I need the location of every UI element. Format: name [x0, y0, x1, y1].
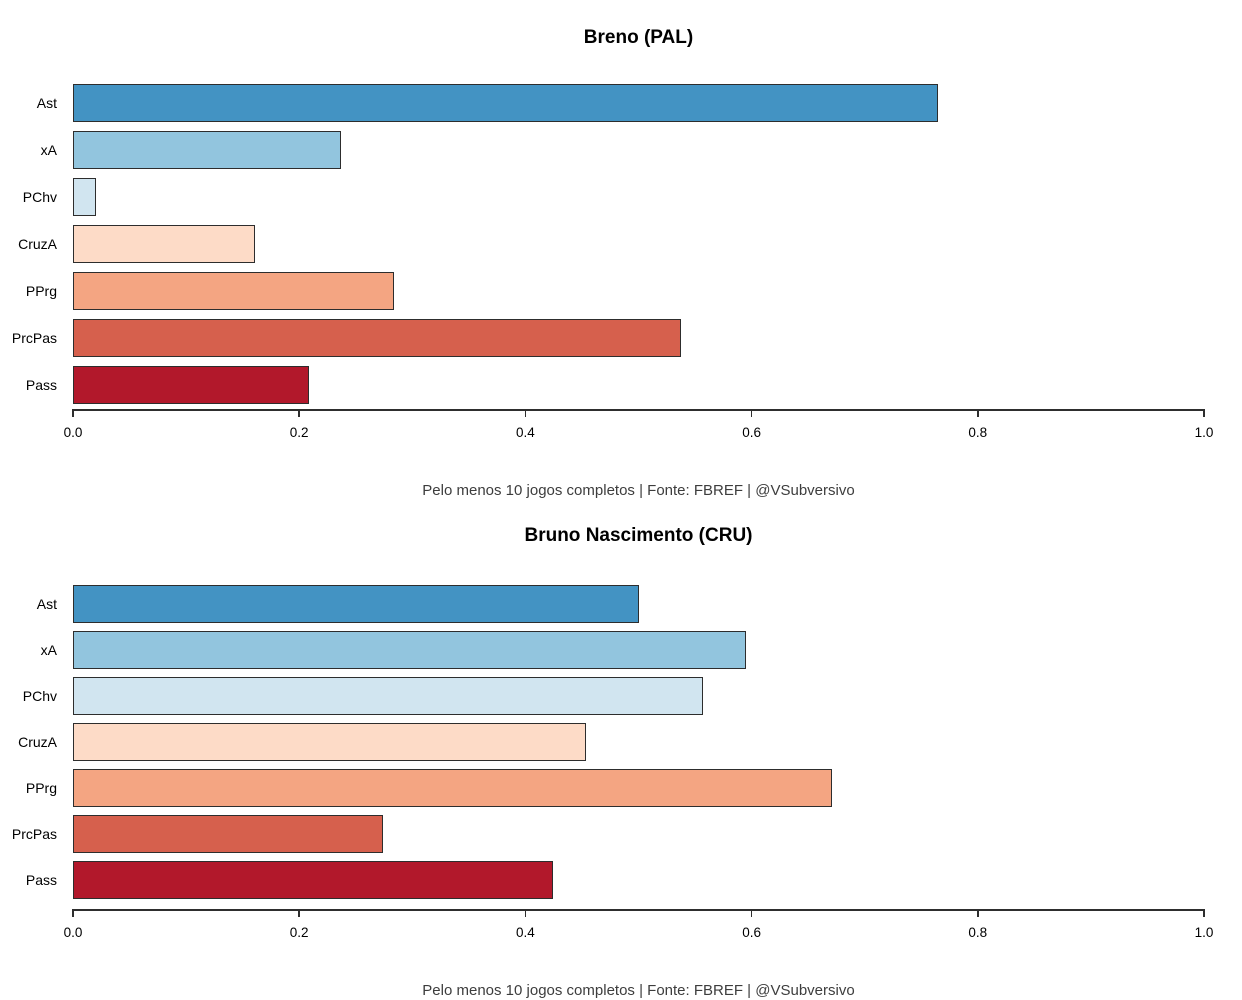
category-label-pprg: PPrg — [25, 283, 57, 299]
x-axis-line — [73, 909, 1205, 911]
bar-pchv — [73, 677, 703, 715]
category-label-prcpas: PrcPas — [11, 330, 57, 346]
bar-pprg — [73, 769, 832, 807]
x-axis-tick — [524, 409, 527, 417]
chart-subtitle: Pelo menos 10 jogos completos | Fonte: F… — [422, 482, 855, 499]
bar-prcpas — [73, 319, 681, 357]
bar-ast — [73, 84, 938, 122]
x-axis-tick-label: 0.8 — [968, 425, 988, 440]
x-axis-tick-label: 0.4 — [516, 425, 535, 440]
bar-pprg — [73, 272, 394, 310]
x-axis-tick — [750, 409, 753, 417]
category-label-pchv: PChv — [22, 688, 57, 704]
bar-prcpas — [73, 815, 383, 853]
category-label-ast: Ast — [36, 95, 57, 111]
category-label-xa: xA — [40, 642, 57, 658]
x-axis-tick — [750, 909, 753, 917]
category-label-pprg: PPrg — [25, 780, 57, 796]
x-axis-tick-label: 0.2 — [289, 925, 309, 940]
x-axis-tick — [1203, 909, 1205, 917]
category-label-pass: Pass — [25, 377, 57, 393]
x-axis-tick-label: 0.0 — [63, 925, 83, 940]
x-axis-tick — [298, 409, 300, 417]
bar-ast — [73, 585, 639, 623]
bar-cruza — [73, 723, 586, 761]
x-axis-tick — [72, 409, 74, 417]
x-axis-tick-label: 0.6 — [742, 925, 761, 940]
category-label-prcpas: PrcPas — [11, 826, 57, 842]
category-label-cruza: CruzA — [18, 734, 57, 750]
chart-title: Bruno Nascimento (CRU) — [524, 525, 753, 546]
chart-title: Breno (PAL) — [583, 27, 694, 48]
bar-pass — [73, 861, 553, 899]
category-label-xa: xA — [40, 142, 57, 158]
x-axis-tick — [977, 909, 979, 917]
category-label-pass: Pass — [25, 872, 57, 888]
x-axis-tick — [298, 909, 300, 917]
x-axis-tick-label: 0.6 — [742, 425, 761, 440]
chart-subtitle: Pelo menos 10 jogos completos | Fonte: F… — [422, 982, 855, 999]
x-axis-tick-label: 1.0 — [1194, 425, 1214, 440]
x-axis-tick-label: 0.2 — [289, 425, 309, 440]
bar-pass — [73, 366, 309, 404]
bar-pchv — [73, 178, 96, 216]
bar-cruza — [73, 225, 255, 263]
x-axis-tick-label: 0.8 — [968, 925, 988, 940]
x-axis-tick-label: 0.4 — [516, 925, 535, 940]
category-label-pchv: PChv — [22, 189, 57, 205]
x-axis-tick — [524, 909, 527, 917]
x-axis-line — [73, 409, 1205, 411]
category-label-cruza: CruzA — [18, 236, 57, 252]
x-axis-tick-label: 0.0 — [63, 425, 83, 440]
x-axis-tick-label: 1.0 — [1194, 925, 1214, 940]
x-axis-tick — [977, 409, 979, 417]
bar-xa — [73, 631, 746, 669]
x-axis-tick — [72, 909, 74, 917]
x-axis-tick — [1203, 409, 1205, 417]
category-label-ast: Ast — [36, 596, 57, 612]
bar-xa — [73, 131, 341, 169]
